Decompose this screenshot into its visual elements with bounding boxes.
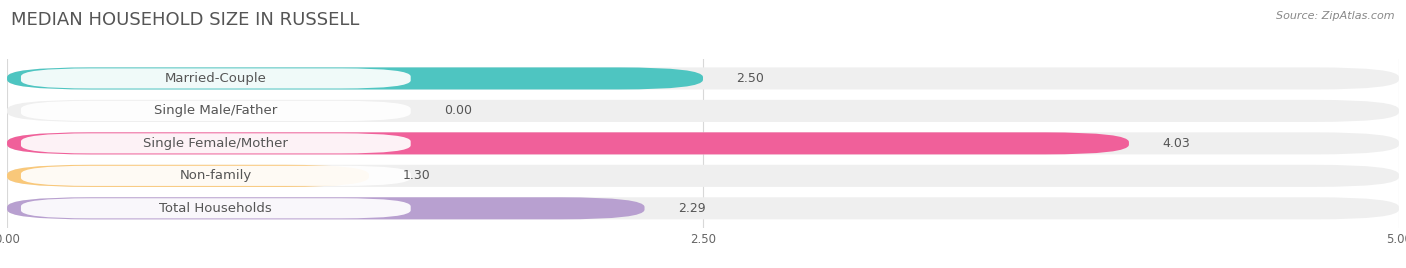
Text: Single Male/Father: Single Male/Father (155, 105, 277, 117)
Text: 4.03: 4.03 (1163, 137, 1189, 150)
FancyBboxPatch shape (21, 166, 411, 186)
FancyBboxPatch shape (7, 197, 1399, 219)
FancyBboxPatch shape (7, 165, 368, 187)
FancyBboxPatch shape (7, 100, 1399, 122)
FancyBboxPatch shape (7, 197, 644, 219)
Text: MEDIAN HOUSEHOLD SIZE IN RUSSELL: MEDIAN HOUSEHOLD SIZE IN RUSSELL (11, 11, 360, 29)
FancyBboxPatch shape (7, 67, 1399, 90)
FancyBboxPatch shape (21, 133, 411, 154)
FancyBboxPatch shape (21, 101, 411, 121)
Text: Source: ZipAtlas.com: Source: ZipAtlas.com (1277, 11, 1395, 21)
Text: 2.29: 2.29 (678, 202, 706, 215)
FancyBboxPatch shape (7, 67, 703, 90)
Text: Single Female/Mother: Single Female/Mother (143, 137, 288, 150)
FancyBboxPatch shape (21, 68, 411, 88)
FancyBboxPatch shape (21, 198, 411, 218)
Text: 0.00: 0.00 (444, 105, 472, 117)
FancyBboxPatch shape (7, 132, 1129, 154)
Text: 1.30: 1.30 (402, 169, 430, 182)
Text: 2.50: 2.50 (737, 72, 765, 85)
FancyBboxPatch shape (7, 132, 1399, 154)
FancyBboxPatch shape (7, 165, 1399, 187)
Text: Total Households: Total Households (159, 202, 273, 215)
Text: Married-Couple: Married-Couple (165, 72, 267, 85)
Text: Non-family: Non-family (180, 169, 252, 182)
